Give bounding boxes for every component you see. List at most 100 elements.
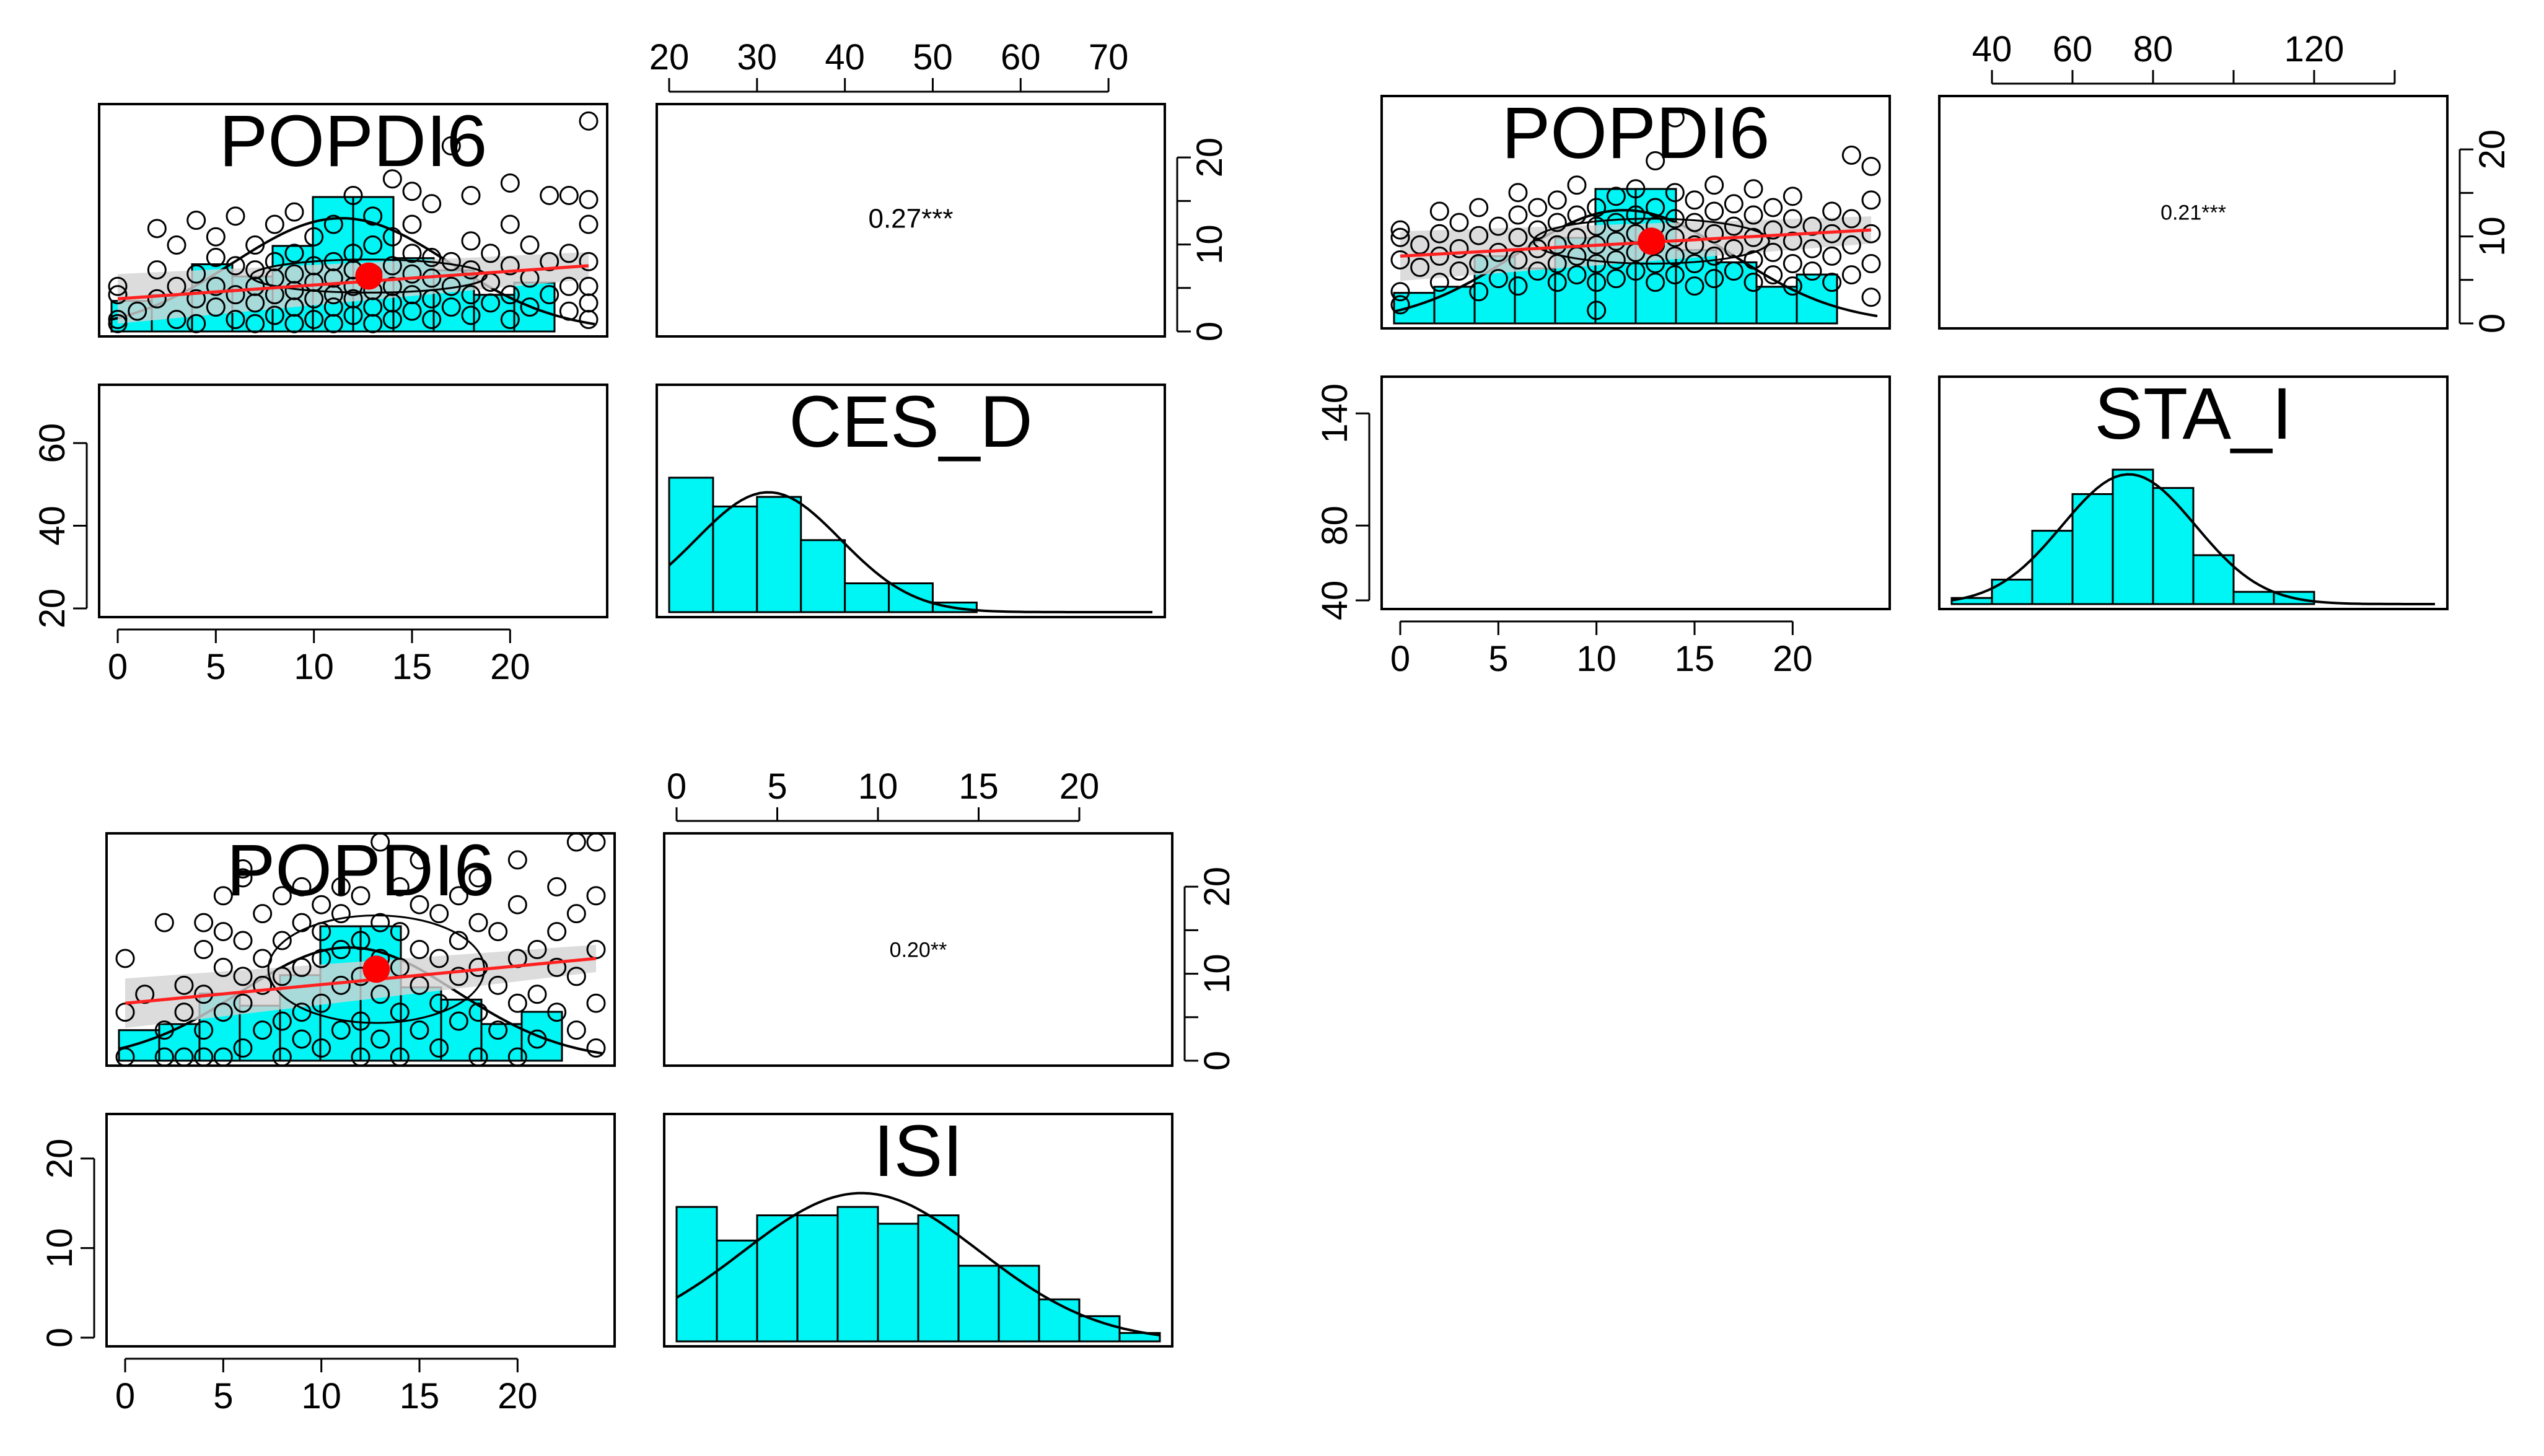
y-histogram-bar [836, 1206, 879, 1343]
y-histogram-bar [844, 582, 890, 613]
scatter-point [206, 227, 226, 247]
scatter-point [206, 248, 226, 268]
scatter-point [1665, 265, 1685, 285]
smooth-line [117, 264, 589, 300]
x-histogram-variable-label: POPDI6 [1502, 92, 1770, 174]
scatter-point [128, 301, 147, 321]
scatter-point [1508, 250, 1528, 270]
scatter-cell [1380, 375, 1891, 610]
scatter-point [402, 214, 422, 234]
scatter-point [382, 227, 402, 247]
scatter-point [292, 877, 312, 897]
correlation-ellipse [1532, 217, 1770, 265]
scatter-point [226, 285, 245, 305]
scatter-point [1822, 273, 1842, 292]
scatter-point [1841, 209, 1861, 229]
y-histogram-density-curve [675, 1191, 1160, 1336]
scatter-point [1841, 145, 1861, 165]
scatter-point [500, 285, 520, 305]
scatter-point [115, 949, 135, 968]
scatter-point [500, 173, 520, 193]
right-axis-tick-label: 10 [2472, 216, 2512, 257]
top-axis-tick-label: 10 [858, 766, 898, 807]
top-axis-tick-label: 20 [1059, 766, 1100, 807]
scatter-point [115, 1047, 135, 1067]
scatter-point [272, 1011, 292, 1031]
scatter-point [1449, 213, 1469, 232]
scatter-x-tick-label: 20 [498, 1376, 538, 1416]
scatter-point [559, 185, 579, 205]
scatter-point [547, 877, 567, 897]
scatter-point [1488, 216, 1508, 236]
scatter-point [351, 1047, 371, 1067]
scatter-point [1744, 250, 1763, 270]
scatter-point [500, 214, 520, 234]
scatter-point [579, 310, 599, 330]
top-axis-tick-label: 15 [958, 766, 999, 807]
popdi6-sta-i-panel: POPDI6 STA_I 0.21*** 0 5 10 15 20 40 80 140 40 60 80 1… [1315, 29, 2512, 679]
y-histogram-bar [2192, 554, 2235, 605]
scatter-point [233, 967, 253, 986]
scatter-point [402, 264, 422, 284]
scatter-point [1704, 246, 1724, 266]
scatter-y-tick-label: 60 [32, 423, 72, 463]
scatter-point [1822, 246, 1842, 266]
popdi6-isi-panel: POPDI6 ISI 0.20** 0 5 10 15 20 0 10 20 0 5 10 15 20 0 10 2… [40, 766, 1237, 1416]
scatter-point [410, 850, 429, 870]
scatter-point [1665, 246, 1685, 266]
scatter-point [1724, 261, 1744, 281]
scatter-point [1390, 227, 1410, 247]
scatter-x-tick-label: 10 [301, 1376, 341, 1416]
ellipse-center-point [355, 262, 383, 290]
scatter-point [1744, 205, 1763, 225]
y-histogram-bar [917, 1214, 960, 1343]
scatter-point [194, 913, 214, 932]
scatter-point [1861, 224, 1881, 243]
y-histogram-variable-label: CES_D [789, 381, 1032, 463]
scatter-point [1744, 273, 1763, 292]
scatter-x-tick-label: 5 [213, 1376, 233, 1416]
scatter-point [1606, 250, 1626, 270]
smooth-confidence-band [1400, 216, 1871, 281]
scatter-point [213, 1002, 233, 1022]
scatter-point [284, 264, 304, 284]
scatter-x-tick-label: 15 [400, 1376, 440, 1416]
scatter-point [331, 940, 351, 959]
scatter-x-tick-label: 0 [108, 647, 128, 687]
scatter-point [1429, 246, 1449, 266]
scatter-point [507, 993, 527, 1013]
scatter-point [1587, 273, 1607, 292]
scatter-point [559, 301, 579, 321]
scatter-point [579, 276, 599, 296]
scatter-point [226, 256, 245, 276]
scatter-point [343, 185, 363, 205]
scatter-point [194, 1020, 214, 1040]
scatter-point [1469, 282, 1489, 302]
y-histogram-bar [800, 539, 846, 613]
scatter-point [323, 214, 343, 234]
scatter-y-tick-label: 10 [40, 1228, 80, 1268]
scatter-point [468, 913, 488, 932]
scatter-point [441, 297, 461, 317]
scatter-point [1528, 198, 1548, 217]
scatter-point [135, 985, 155, 1004]
top-axis-tick-label: 40 [1972, 29, 2012, 69]
scatter-cell [105, 1113, 616, 1348]
scatter-point [1606, 213, 1626, 232]
scatter-point [292, 1029, 312, 1049]
scatter-point [154, 913, 174, 932]
scatter-point [547, 922, 567, 942]
scatter-point [304, 256, 324, 276]
scatter-point [402, 243, 422, 263]
right-axis-tick-label: 20 [2472, 129, 2512, 170]
scatter-point [1410, 258, 1430, 278]
scatter-point [1802, 261, 1822, 281]
y-histogram-bar [877, 1222, 919, 1343]
scatter-point [1685, 213, 1704, 232]
y-histogram-bar [1078, 1315, 1121, 1343]
scatter-point [154, 1047, 174, 1067]
scatter-x-tick-label: 5 [1488, 639, 1508, 679]
scatter-point [481, 293, 501, 313]
scatter-point [343, 243, 363, 263]
